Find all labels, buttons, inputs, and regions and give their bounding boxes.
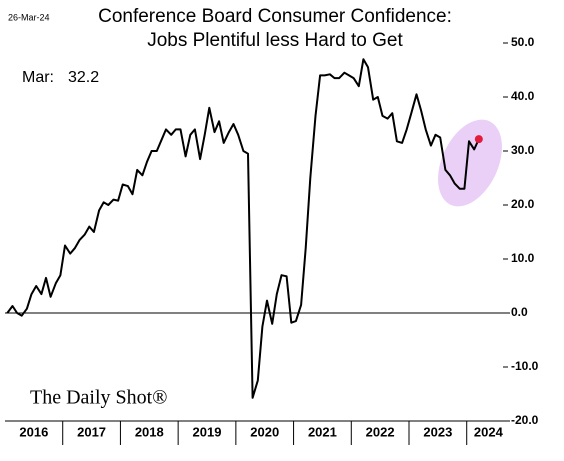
x-tick-label: 2019 xyxy=(193,424,222,439)
annotation-value: 32.2 xyxy=(68,69,99,86)
y-tick-label: 40.0 xyxy=(511,89,535,103)
y-tick-label: -20.0 xyxy=(511,413,539,427)
line xyxy=(6,58,480,399)
x-tick-label: 2022 xyxy=(366,424,395,439)
x-tick-label: 2016 xyxy=(19,424,48,439)
brand: The Daily Shot® xyxy=(30,387,167,409)
y-tick-label: 30.0 xyxy=(511,143,535,157)
chart-subtitle: Jobs Plentiful less Hard to Get xyxy=(147,30,403,51)
y-tick-label: 20.0 xyxy=(511,197,535,211)
x-tick-label: 2017 xyxy=(77,424,106,439)
x-tick-label: 2021 xyxy=(308,424,337,439)
chart-title: Conference Board Consumer Confidence: xyxy=(98,6,452,27)
x-tick-label: 2023 xyxy=(423,424,452,439)
y-tick-label: -10.0 xyxy=(511,359,539,373)
date-note: 26-Mar-24 xyxy=(8,12,50,22)
x-tick-label: 2024 xyxy=(474,424,504,439)
highlight-ellipse xyxy=(438,119,502,207)
x-tick-label: 2018 xyxy=(135,424,164,439)
y-tick-label: 50.0 xyxy=(511,35,535,49)
y-tick-label: 0.0 xyxy=(511,305,528,319)
y-tick-label: 10.0 xyxy=(511,251,535,265)
last-point xyxy=(474,135,483,144)
annotation-label: Mar: xyxy=(22,69,54,86)
x-tick-label: 2020 xyxy=(250,424,279,439)
